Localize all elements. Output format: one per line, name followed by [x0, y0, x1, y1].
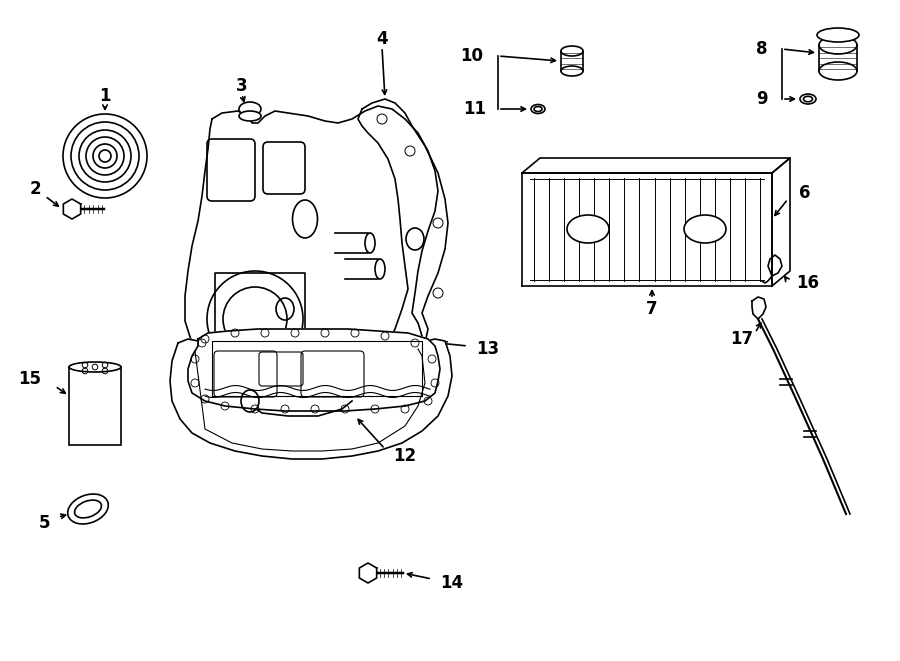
Polygon shape	[772, 158, 790, 286]
Ellipse shape	[561, 46, 583, 56]
Ellipse shape	[800, 94, 816, 104]
Polygon shape	[188, 329, 440, 411]
Polygon shape	[522, 158, 790, 173]
Text: 10: 10	[461, 47, 483, 65]
Ellipse shape	[567, 215, 609, 243]
Text: 15: 15	[19, 370, 41, 388]
Text: 4: 4	[376, 30, 388, 48]
Text: 5: 5	[40, 514, 50, 532]
Ellipse shape	[819, 36, 857, 54]
Text: 16: 16	[796, 274, 820, 292]
Polygon shape	[335, 233, 372, 253]
Text: 6: 6	[799, 184, 811, 202]
Text: 13: 13	[476, 340, 500, 358]
Ellipse shape	[69, 362, 121, 372]
Ellipse shape	[239, 111, 261, 121]
Text: 17: 17	[731, 330, 753, 348]
Text: 8: 8	[756, 40, 768, 58]
Text: 14: 14	[440, 574, 464, 592]
Text: 2: 2	[29, 180, 40, 198]
Polygon shape	[359, 563, 377, 583]
Ellipse shape	[804, 97, 813, 102]
Polygon shape	[522, 173, 772, 286]
Ellipse shape	[561, 66, 583, 76]
Text: 9: 9	[756, 90, 768, 108]
FancyBboxPatch shape	[69, 367, 121, 445]
Ellipse shape	[239, 102, 261, 116]
Polygon shape	[358, 99, 448, 361]
Ellipse shape	[375, 259, 385, 279]
Ellipse shape	[365, 233, 375, 253]
Ellipse shape	[534, 106, 542, 112]
Ellipse shape	[684, 215, 726, 243]
Ellipse shape	[241, 390, 259, 412]
Text: 12: 12	[393, 447, 417, 465]
Polygon shape	[185, 106, 438, 399]
Polygon shape	[312, 333, 328, 376]
Polygon shape	[752, 297, 766, 319]
Text: 7: 7	[646, 300, 658, 318]
Text: 11: 11	[464, 100, 487, 118]
Text: 3: 3	[236, 77, 248, 95]
Ellipse shape	[817, 28, 859, 42]
Ellipse shape	[819, 62, 857, 80]
Polygon shape	[63, 199, 81, 219]
Polygon shape	[170, 339, 452, 459]
Polygon shape	[345, 259, 382, 279]
Text: 1: 1	[99, 87, 111, 105]
Ellipse shape	[531, 104, 545, 114]
